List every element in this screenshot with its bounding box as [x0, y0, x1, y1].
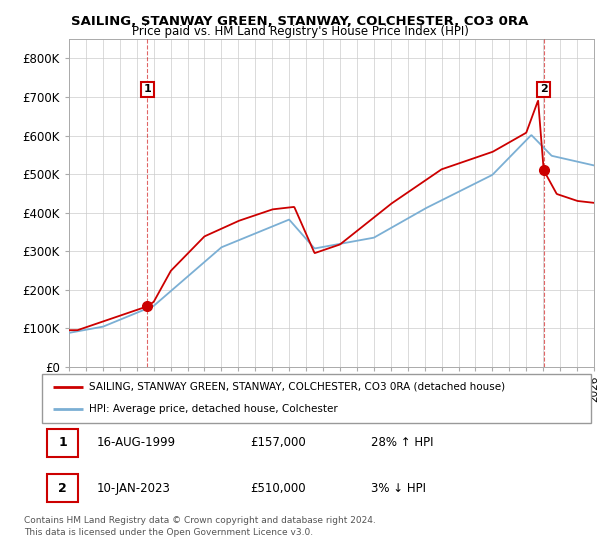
Text: 10-JAN-2023: 10-JAN-2023	[97, 482, 171, 494]
Text: SAILING, STANWAY GREEN, STANWAY, COLCHESTER, CO3 0RA (detached house): SAILING, STANWAY GREEN, STANWAY, COLCHES…	[89, 382, 505, 392]
Text: 2: 2	[540, 85, 548, 94]
Text: SAILING, STANWAY GREEN, STANWAY, COLCHESTER, CO3 0RA: SAILING, STANWAY GREEN, STANWAY, COLCHES…	[71, 15, 529, 27]
Bar	[47, 474, 77, 502]
Text: £157,000: £157,000	[251, 436, 307, 450]
Text: Contains HM Land Registry data © Crown copyright and database right 2024.
This d: Contains HM Land Registry data © Crown c…	[24, 516, 376, 537]
Text: 16-AUG-1999: 16-AUG-1999	[97, 436, 176, 450]
Text: £510,000: £510,000	[251, 482, 306, 494]
Text: 2: 2	[58, 482, 67, 494]
Bar	[47, 429, 77, 457]
Text: 3% ↓ HPI: 3% ↓ HPI	[371, 482, 427, 494]
Text: 1: 1	[58, 436, 67, 450]
Text: HPI: Average price, detached house, Colchester: HPI: Average price, detached house, Colc…	[89, 404, 337, 414]
Text: 1: 1	[143, 85, 151, 94]
Text: 28% ↑ HPI: 28% ↑ HPI	[371, 436, 434, 450]
Text: Price paid vs. HM Land Registry's House Price Index (HPI): Price paid vs. HM Land Registry's House …	[131, 25, 469, 38]
